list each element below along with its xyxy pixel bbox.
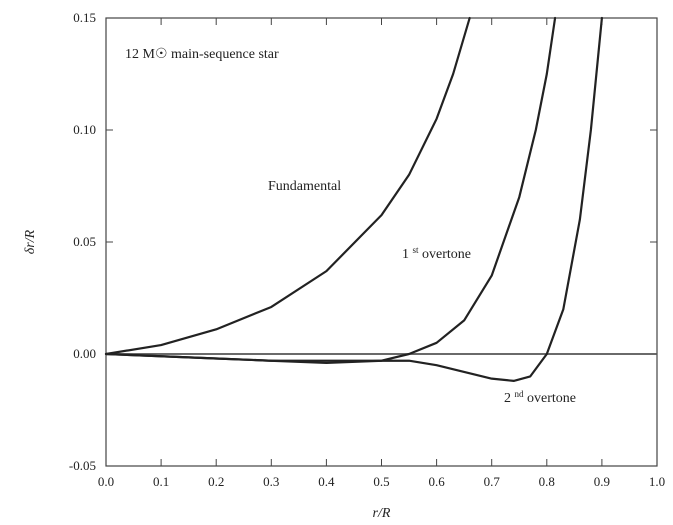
series-lines [104, 16, 603, 382]
x-tick-label: 0.9 [594, 474, 610, 489]
y-tick-label: -0.05 [69, 458, 96, 473]
y-tick-label: 0.05 [73, 234, 96, 249]
x-tick-label: 1.0 [649, 474, 665, 489]
y-axis-ticks: -0.05 0.00 0.05 0.10 0.15 [69, 10, 657, 473]
series-line-second-overtone [104, 16, 603, 382]
fundamental-label: Fundamental [268, 179, 341, 194]
y-axis-label: δr/R [23, 229, 38, 254]
overtone-2-tail: overtone [527, 391, 576, 406]
overtone-1-main: 1 [402, 247, 409, 262]
x-tick-label: 0.4 [318, 474, 335, 489]
x-tick-label: 0.0 [98, 474, 114, 489]
x-tick-label: 0.8 [539, 474, 555, 489]
overtone-1-label: 1 st overtone [402, 245, 471, 262]
y-tick-label: 0.00 [73, 346, 96, 361]
series-line-fundamental [104, 16, 471, 356]
x-tick-label: 0.3 [263, 474, 279, 489]
overtone-2-main: 2 [504, 391, 511, 406]
x-tick-label: 0.5 [373, 474, 389, 489]
x-tick-label: 0.7 [484, 474, 501, 489]
x-axis-ticks: 0.0 0.1 0.2 0.3 0.4 0.5 0.6 0.7 0.8 0.9 1.0 [98, 18, 665, 489]
overtone-1-sup: st [413, 245, 420, 255]
annotation-box-text: 12 M☉ main-sequence star [125, 47, 279, 62]
x-tick-label: 0.1 [153, 474, 169, 489]
x-tick-label: 0.2 [208, 474, 224, 489]
annotation-text: 12 M☉ main-sequence star [125, 47, 279, 62]
y-tick-label: 0.10 [73, 122, 96, 137]
overtone-1-tail: overtone [422, 247, 471, 262]
overtone-2-sup: nd [515, 389, 525, 399]
x-axis-label: r/R [373, 506, 391, 520]
overtone-2-label: 2 nd overtone [504, 389, 576, 406]
x-tick-label: 0.6 [428, 474, 445, 489]
y-tick-label: 0.15 [73, 10, 96, 25]
